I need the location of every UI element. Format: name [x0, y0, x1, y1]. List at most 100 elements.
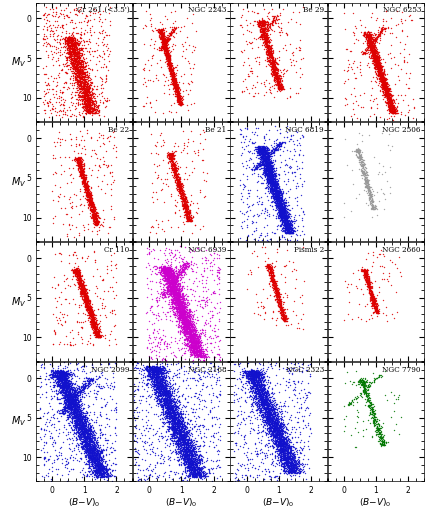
Point: [81, 445, 87, 453]
Point: [285, 223, 291, 231]
Point: [132, 460, 138, 468]
Point: [70, 48, 77, 57]
Point: [170, 269, 177, 277]
Point: [262, 25, 269, 33]
Point: [172, 253, 179, 262]
Point: [181, 308, 187, 317]
Point: [361, 28, 368, 36]
Point: [87, 304, 94, 313]
Point: [262, 150, 269, 158]
Point: [67, 397, 74, 405]
Point: [64, 54, 71, 62]
Point: [372, 296, 379, 305]
Point: [366, 38, 373, 46]
Point: [80, 80, 87, 88]
Point: [191, 448, 198, 456]
Point: [158, 382, 165, 390]
Point: [70, 414, 77, 422]
Point: [203, 433, 210, 441]
Point: [187, 443, 194, 451]
Point: [265, 18, 271, 27]
Point: [190, 463, 197, 472]
Point: [169, 422, 176, 430]
Point: [240, 383, 247, 391]
Point: [82, 97, 89, 106]
Point: [89, 320, 96, 329]
Point: [264, 144, 271, 152]
Point: [173, 275, 179, 283]
Point: [76, 387, 83, 396]
Point: [176, 180, 182, 189]
Point: [195, 343, 201, 351]
Point: [92, 323, 98, 331]
Point: [273, 430, 280, 438]
Point: [263, 170, 270, 178]
Point: [170, 415, 176, 424]
Point: [263, 155, 270, 163]
Point: [80, 62, 86, 70]
Point: [176, 98, 182, 107]
Point: [273, 401, 279, 409]
Point: [259, 394, 265, 402]
Point: [66, 250, 73, 258]
Point: [279, 444, 286, 452]
Point: [274, 410, 281, 419]
Point: [171, 297, 178, 306]
Point: [273, 196, 280, 204]
Point: [194, 465, 201, 473]
Point: [81, 287, 88, 295]
Point: [180, 309, 187, 317]
Point: [178, 197, 185, 205]
Point: [214, 374, 221, 382]
Point: [63, 36, 69, 45]
Point: [291, 444, 298, 452]
Point: [109, 172, 115, 180]
Point: [76, 80, 83, 88]
Point: [271, 75, 278, 84]
Point: [91, 325, 98, 333]
Point: [62, 395, 69, 404]
Point: [97, 465, 104, 473]
Point: [263, 162, 270, 170]
Point: [65, 48, 72, 56]
Point: [86, 431, 93, 439]
Point: [274, 68, 281, 76]
Point: [277, 194, 284, 202]
Point: [164, 377, 171, 385]
Point: [263, 160, 270, 168]
Point: [253, 380, 260, 388]
Point: [382, 97, 389, 105]
Point: [160, 35, 167, 43]
Point: [190, 332, 197, 340]
Point: [80, 181, 86, 190]
Point: [57, 382, 63, 391]
Point: [57, 135, 64, 143]
Point: [103, 459, 110, 467]
Point: [153, 380, 159, 388]
Point: [82, 185, 89, 193]
Point: [297, 444, 304, 452]
Point: [271, 283, 278, 291]
Point: [86, 84, 92, 92]
Point: [359, 162, 366, 171]
Point: [375, 307, 382, 316]
Point: [43, 457, 49, 465]
Point: [184, 202, 190, 211]
Point: [163, 398, 170, 406]
Point: [372, 296, 379, 305]
Point: [183, 457, 190, 465]
Point: [187, 458, 193, 466]
Point: [384, 50, 391, 58]
Point: [265, 412, 272, 421]
Point: [259, 148, 265, 156]
Point: [75, 40, 81, 48]
Point: [375, 430, 382, 438]
Point: [89, 201, 96, 210]
Point: [259, 157, 266, 165]
Point: [188, 456, 195, 464]
Point: [87, 441, 94, 449]
Point: [196, 348, 203, 357]
Point: [287, 225, 294, 233]
Point: [375, 61, 382, 69]
Point: [90, 216, 97, 225]
